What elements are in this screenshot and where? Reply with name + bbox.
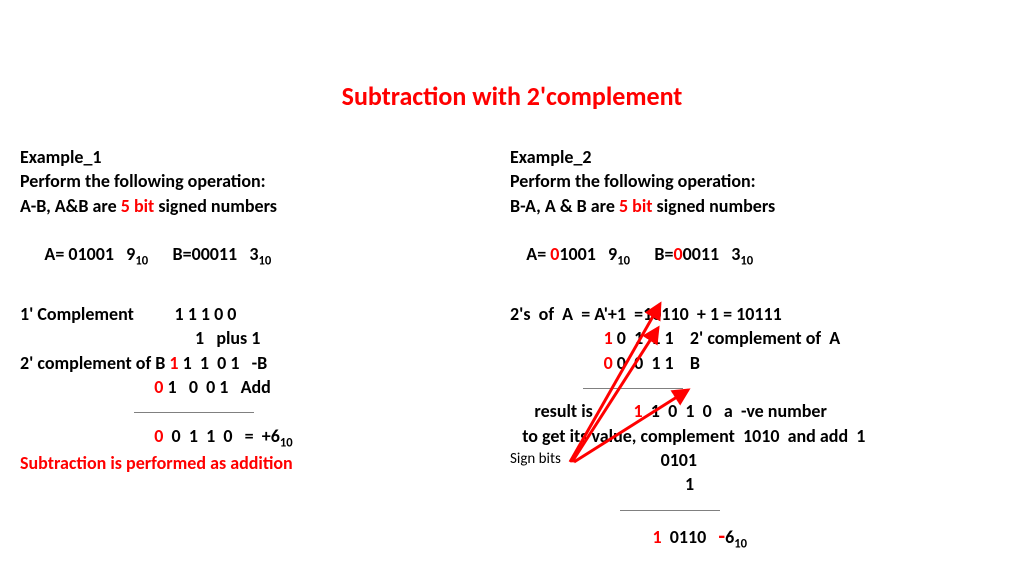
ex2-b-red: 0 <box>673 243 682 265</box>
ex2-a-pre: A= <box>526 243 550 265</box>
ex1-perform: Perform the following operation: <box>20 169 500 193</box>
ex2-result: result is 1 1 0 1 0 a -ve number <box>510 399 1010 423</box>
ex1-heading: Example_1 <box>20 145 500 169</box>
ex1-1comp: 1' Complement 1 1 1 0 0 <box>20 302 500 326</box>
ex1-values: A= 01001 910 B=00011 310 <box>20 218 500 294</box>
ex1-plus1: 1 plus 1 <box>20 326 500 350</box>
example-2: Example_2 Perform the following operatio… <box>510 145 1010 552</box>
ex2-b-pre: B= <box>630 243 673 265</box>
ex1-op: A-B, A&B are 5 bit signed numbers <box>20 194 500 218</box>
example-1: Example_1 Perform the following operatio… <box>20 145 500 451</box>
ex1-b-sub: 10 <box>259 254 272 269</box>
ex1-a-sub: 10 <box>135 254 148 269</box>
ex1-add: 0 1 0 0 1 Add <box>20 375 500 399</box>
ex1-b: B=00011 3 <box>148 243 258 265</box>
ex1-2c-rest: 1 1 0 1 -B <box>179 352 268 374</box>
ex2-fin-red: 1 <box>652 526 661 548</box>
ex2-final: 1 0110 -610 <box>510 521 1010 553</box>
ex1-rule <box>20 399 500 423</box>
page-title: Subtraction with 2'complement <box>0 80 1024 112</box>
ex1-5bit: 5 bit <box>121 195 155 217</box>
ex2-res-rest: 1 0 1 0 a -ve number <box>643 400 827 422</box>
ex2-2c-red: 1 <box>604 327 613 349</box>
ex2-res-pre: result is <box>510 400 634 422</box>
ex2-op-pre: B-A, A & B are <box>510 195 619 217</box>
ex1-result: 0 0 1 1 0 = +610 <box>20 424 500 452</box>
ex1-op-suf: signed numbers <box>154 195 277 217</box>
ex2-bl-pre <box>510 352 604 374</box>
ex1-footer: Subtraction is performed as addition <box>20 452 293 474</box>
ex1-2comp: 2' complement of B 1 1 1 0 1 -B <box>20 351 500 375</box>
ex2-5bit: 5 bit <box>619 195 653 217</box>
ex2-2c-rest: 0 1 1 1 2' complement of A <box>613 327 840 349</box>
ex2-op: B-A, A & B are 5 bit signed numbers <box>510 194 1010 218</box>
ex2-2s: 2's of A = A'+1 =10110 + 1 = 10111 <box>510 302 1010 326</box>
ex2-getval: to get its value, complement 1010 and ad… <box>510 424 1010 448</box>
ex2-2c-line: 1 0 1 1 1 2' complement of A <box>510 326 1010 350</box>
ex2-add1: 1 <box>510 472 1010 496</box>
ex2-fin-mid: 0110 <box>662 526 719 548</box>
ex2-b-rest: 0011 3 <box>683 243 741 265</box>
ex2-op-suf: signed numbers <box>652 195 775 217</box>
ex2-res-red: 1 <box>634 400 643 422</box>
ex1-add-pre <box>20 376 154 398</box>
sign-bits-label: Sign bits <box>510 450 561 468</box>
ex2-bl-rest: 0 0 1 1 B <box>613 352 700 374</box>
ex1-op-pre: A-B, A&B are <box>20 195 121 217</box>
ex2-rule1 <box>510 375 1010 399</box>
ex2-perform: Perform the following operation: <box>510 169 1010 193</box>
ex2-2c-pre <box>510 327 604 349</box>
ex2-bl-red: 0 <box>604 352 613 374</box>
ex2-b-sub: 10 <box>740 254 753 269</box>
ex1-2c-red: 1 <box>169 352 178 374</box>
ex2-a-rest: 1001 9 <box>559 243 617 265</box>
ex1-a: A= 01001 9 <box>36 243 135 265</box>
ex1-2c-pre: 2' complement of B <box>20 352 169 374</box>
ex1-add-rest: 1 0 0 1 Add <box>163 376 270 398</box>
ex1-res-sub: 10 <box>280 435 293 450</box>
ex2-heading: Example_2 <box>510 145 1010 169</box>
ex2-fin-pre <box>510 526 652 548</box>
ex2-fin-six: 6 <box>725 526 734 548</box>
ex2-values: A= 01001 910 B=00011 310 <box>510 218 1010 294</box>
ex2-a-red: 0 <box>550 243 559 265</box>
ex2-comp: 0101 <box>510 448 1010 472</box>
ex2-b-line: 0 0 0 1 1 B <box>510 351 1010 375</box>
ex2-fin-sub: 10 <box>734 536 747 551</box>
ex2-a-sub: 10 <box>617 254 630 269</box>
ex2-rule2 <box>510 496 1010 520</box>
ex1-res-pre <box>20 425 154 447</box>
ex1-res-rest: 0 1 1 0 = +6 <box>163 425 279 447</box>
